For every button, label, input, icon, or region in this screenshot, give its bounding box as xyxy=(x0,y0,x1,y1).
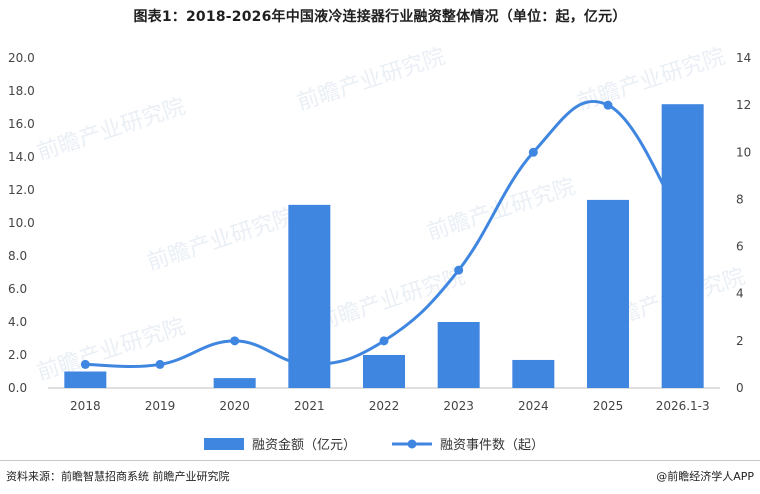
legend-line-marker xyxy=(407,439,417,449)
legend-bar-swatch xyxy=(204,438,244,450)
line-point-2025 xyxy=(603,100,613,110)
left-axis-tick-label: 6.0 xyxy=(8,282,27,296)
legend-line-label: 融资事件数（起） xyxy=(440,438,544,453)
watermark-text: 前瞻产业研究院 xyxy=(574,44,728,115)
left-axis-tick-label: 8.0 xyxy=(8,249,27,263)
right-axis-tick-label: 8 xyxy=(736,192,744,206)
right-axis-tick-label: 14 xyxy=(736,51,751,65)
right-axis-tick-label: 2 xyxy=(736,334,744,348)
left-axis-tick-label: 0.0 xyxy=(8,381,27,395)
x-axis-tick-label: 2022 xyxy=(369,399,400,413)
x-axis-tick-label: 2026.1-3 xyxy=(656,399,710,413)
left-axis-tick-label: 16.0 xyxy=(8,117,35,131)
bar-2020 xyxy=(213,378,256,388)
x-axis-tick-label: 2021 xyxy=(294,399,325,413)
bar-2022 xyxy=(363,355,405,388)
left-axis-tick-label: 18.0 xyxy=(8,84,35,98)
left-axis-tick-label: 20.0 xyxy=(8,51,35,65)
right-axis-tick-label: 10 xyxy=(736,145,751,159)
line-point-2026.1-3 xyxy=(678,218,688,228)
x-axis-tick-label: 2020 xyxy=(219,399,250,413)
x-axis-tick-label: 2023 xyxy=(443,399,474,413)
source-note: 资料来源：前瞻智慧招商系统 前瞻产业研究院 xyxy=(6,470,230,483)
right-axis-tick-label: 4 xyxy=(736,287,744,301)
left-axis-tick-label: 10.0 xyxy=(8,216,35,230)
legend-bar-label: 融资金额（亿元） xyxy=(252,437,356,453)
x-axis-tick-label: 2018 xyxy=(70,399,101,413)
bar-2023 xyxy=(437,322,480,388)
x-axis-tick-label: 2025 xyxy=(593,399,624,413)
line-point-2020 xyxy=(230,336,240,346)
footer-divider xyxy=(0,460,760,461)
right-axis-tick-label: 12 xyxy=(736,98,751,112)
left-axis-tick-label: 2.0 xyxy=(8,348,27,362)
left-axis-tick-label: 4.0 xyxy=(8,315,27,329)
series-line-events xyxy=(85,99,684,369)
x-axis-tick-label: 2024 xyxy=(518,399,549,413)
bar-2021 xyxy=(288,204,331,388)
x-axis-tick-label: 2019 xyxy=(145,399,176,413)
watermark-text: 前瞻产业研究院 xyxy=(144,204,298,275)
line-point-2018 xyxy=(80,359,90,369)
watermark-text: 前瞻产业研究院 xyxy=(294,44,448,115)
bar-2024 xyxy=(512,359,555,388)
chart-title: 图表1：2018-2026年中国液冷连接器行业融资整体情况（单位：起，亿元） xyxy=(133,9,627,25)
bar-2018 xyxy=(64,371,107,388)
line-point-2024 xyxy=(528,147,538,157)
line-point-2021 xyxy=(304,359,314,369)
bar-2026.1-3 xyxy=(661,104,704,388)
bar-2025 xyxy=(587,199,629,388)
watermark-text: 前瞻产业研究院 xyxy=(34,94,188,165)
line-point-2022 xyxy=(379,336,389,346)
line-point-2019 xyxy=(155,359,165,369)
right-axis-tick-label: 0 xyxy=(736,381,744,395)
right-axis-tick-label: 6 xyxy=(736,240,744,254)
app-credit: @前瞻经济学人APP xyxy=(656,470,754,483)
watermark-text: 前瞻产业研究院 xyxy=(424,174,578,245)
left-axis-tick-label: 14.0 xyxy=(8,150,35,164)
line-point-2023 xyxy=(454,265,464,275)
left-axis-tick-label: 12.0 xyxy=(8,183,35,197)
watermark-text: 前瞻产业研究院 xyxy=(34,314,188,385)
